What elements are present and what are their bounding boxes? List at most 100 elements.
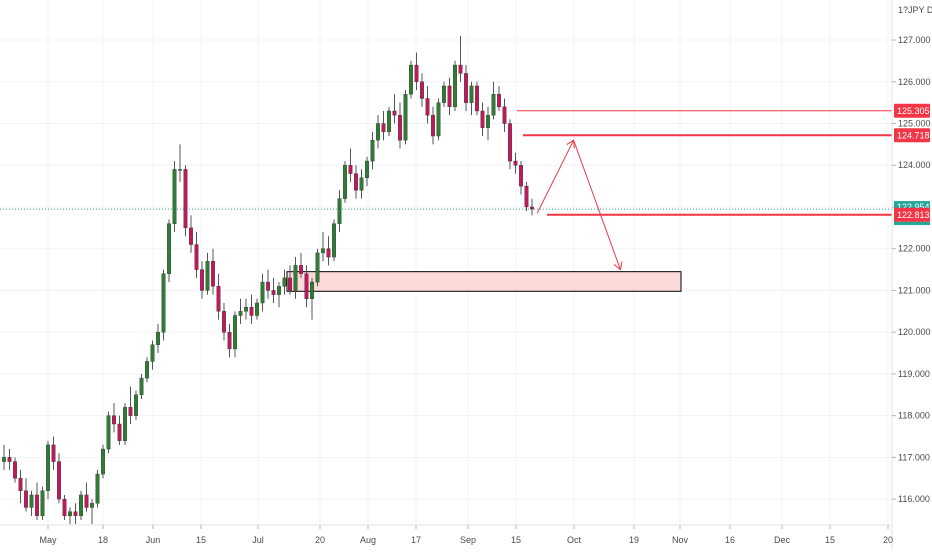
candle-body [134,394,138,416]
x-tick-label: 16 [725,535,735,545]
candle-body [90,503,94,508]
candle-body [178,169,182,171]
candle-body [469,85,474,103]
y-tick-label: 117.000 [898,452,930,462]
candle-body [337,198,342,224]
candle-body [480,110,485,128]
candle-body [161,273,166,333]
candle-body [150,344,155,362]
candle-body [392,110,397,116]
candle-body [172,169,177,224]
candle-body [299,265,303,274]
candle-body [101,448,105,475]
candle-body [112,415,116,425]
candle-body [519,165,523,187]
candle-body [205,261,210,291]
candle-body [332,223,336,258]
x-tick-label: Dec [774,535,791,545]
x-tick-label: Jun [146,535,161,545]
candle-body [288,277,292,291]
demand-zone-group [286,271,682,292]
candle-body [189,227,193,245]
candle-body [24,490,28,508]
candles-group [2,35,534,525]
level-tag[interactable]: 125.305 [894,103,930,118]
x-tick-label: May [39,535,57,545]
candle-body [425,98,430,116]
x-tick-label: Sep [460,535,476,545]
candle-body [46,444,50,491]
y-tick-label: 116.000 [898,494,930,504]
level-tag[interactable]: 124.718 [894,128,930,143]
y-tick-label: 118.000 [898,411,930,421]
candle-body [62,498,67,517]
x-tick-label: 17 [411,535,421,545]
level-tag-label: 122.813 [897,210,930,220]
candle-body [453,64,457,108]
candle-body [365,160,369,178]
demand-zone [286,271,682,292]
x-tick-label: 15 [196,535,206,545]
y-tick-label: 124.000 [898,160,931,170]
candle-body [502,106,507,124]
candle-body [233,315,237,350]
candle-body [18,478,23,491]
candle-body [211,261,215,287]
candle-body [354,173,358,191]
y-tick-label: 126.000 [898,77,931,87]
candle-body [73,511,78,517]
candle-body [128,407,133,416]
y-tick-label: 121.000 [898,285,931,295]
level-tag-front[interactable]: 122.813 [894,207,930,222]
candle-body [315,252,320,283]
candle-body [68,511,72,517]
candle-body [381,123,386,133]
candle-body [266,281,270,291]
projection-group [536,138,623,271]
candle-body [343,165,347,199]
candle-body [508,123,512,162]
x-tick-label: 20 [883,535,893,545]
candle-body [2,457,6,462]
symbol-label: 1?JPY D [898,5,932,15]
candle-body [403,94,408,141]
x-tick-label: Nov [672,535,689,545]
candle-body [13,461,17,479]
candle-body [458,64,463,74]
candle-body [420,81,424,99]
candle-body [244,306,248,312]
x-tick-label: 19 [629,535,639,545]
x-tick-label: 20 [315,535,325,545]
candle-body [183,169,188,229]
x-tick-label: 15 [511,535,521,545]
candle-body [414,64,419,82]
level-tag-label: 125.305 [897,106,930,116]
candle-body [29,494,34,508]
candle-body [123,407,127,441]
grid [0,0,892,525]
candle-body [106,415,111,450]
level-tag-bg [894,128,930,143]
candle-body [475,85,479,112]
candle-body [464,73,468,103]
candle-body [84,494,89,508]
candle-body [370,140,375,162]
y-tick-label: 122.000 [898,244,931,254]
candle-body [513,160,518,166]
candle-body [497,94,501,108]
level-tag-bg [894,103,930,118]
levels-group [517,110,892,216]
candle-body [486,114,490,128]
y-tick-label: 120.000 [898,327,931,337]
x-axis-ticks: May 18 Jun 15 Jul 20 Aug 17 Sep 15 Oct 19 Nov 16 Dec 15… [0,524,893,545]
candle-body [359,177,364,191]
candle-body [260,281,265,304]
candle-body [436,102,441,137]
candle-body [530,206,534,210]
candle-body [524,185,529,208]
candle-body [117,423,122,441]
candle-body [167,223,171,274]
candle-body [145,361,149,379]
